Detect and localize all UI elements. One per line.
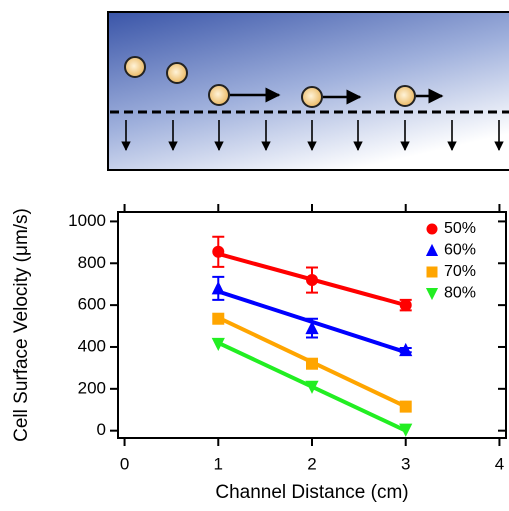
y-axis-title: Cell Surface Velocity (μm/s) (11, 208, 32, 442)
x-tick-label: 1 (214, 454, 223, 473)
y-tick-label: 400 (78, 336, 106, 355)
legend-marker (426, 266, 438, 278)
schematic (107, 11, 509, 171)
legend-marker (426, 223, 438, 235)
x-tick-label: 3 (401, 454, 410, 473)
down-arrows (121, 120, 504, 151)
data-point (212, 312, 225, 325)
y-tick-label: 200 (78, 378, 106, 397)
data-point (212, 245, 225, 258)
data-point (306, 357, 318, 370)
x-tick-label: 0 (120, 454, 129, 473)
data-point (399, 299, 412, 312)
legend-marker (425, 288, 439, 301)
legend-marker (425, 243, 439, 256)
data-point (399, 423, 413, 437)
x-tick-label: 4 (495, 454, 504, 473)
x-tick-label: 2 (307, 454, 316, 473)
data-point (306, 274, 318, 287)
data-point (399, 400, 412, 413)
x-axis-title: Channel Distance (cm) (215, 482, 408, 503)
data-point (211, 337, 225, 352)
data-point (211, 281, 225, 295)
legend-label: 80% (444, 285, 476, 302)
y-tick-label: 600 (78, 295, 106, 314)
cells (124, 56, 416, 108)
data-point (399, 342, 413, 357)
y-tick-label: 800 (78, 253, 106, 272)
legend-label: 60% (444, 242, 476, 259)
data-point (305, 320, 319, 335)
legend-label: 70% (444, 263, 476, 280)
y-tick-label: 1000 (68, 211, 106, 230)
data-point (305, 380, 319, 394)
y-tick-label: 0 (97, 420, 106, 439)
flow-arrows (230, 87, 444, 105)
legend-label: 50% (444, 220, 476, 237)
